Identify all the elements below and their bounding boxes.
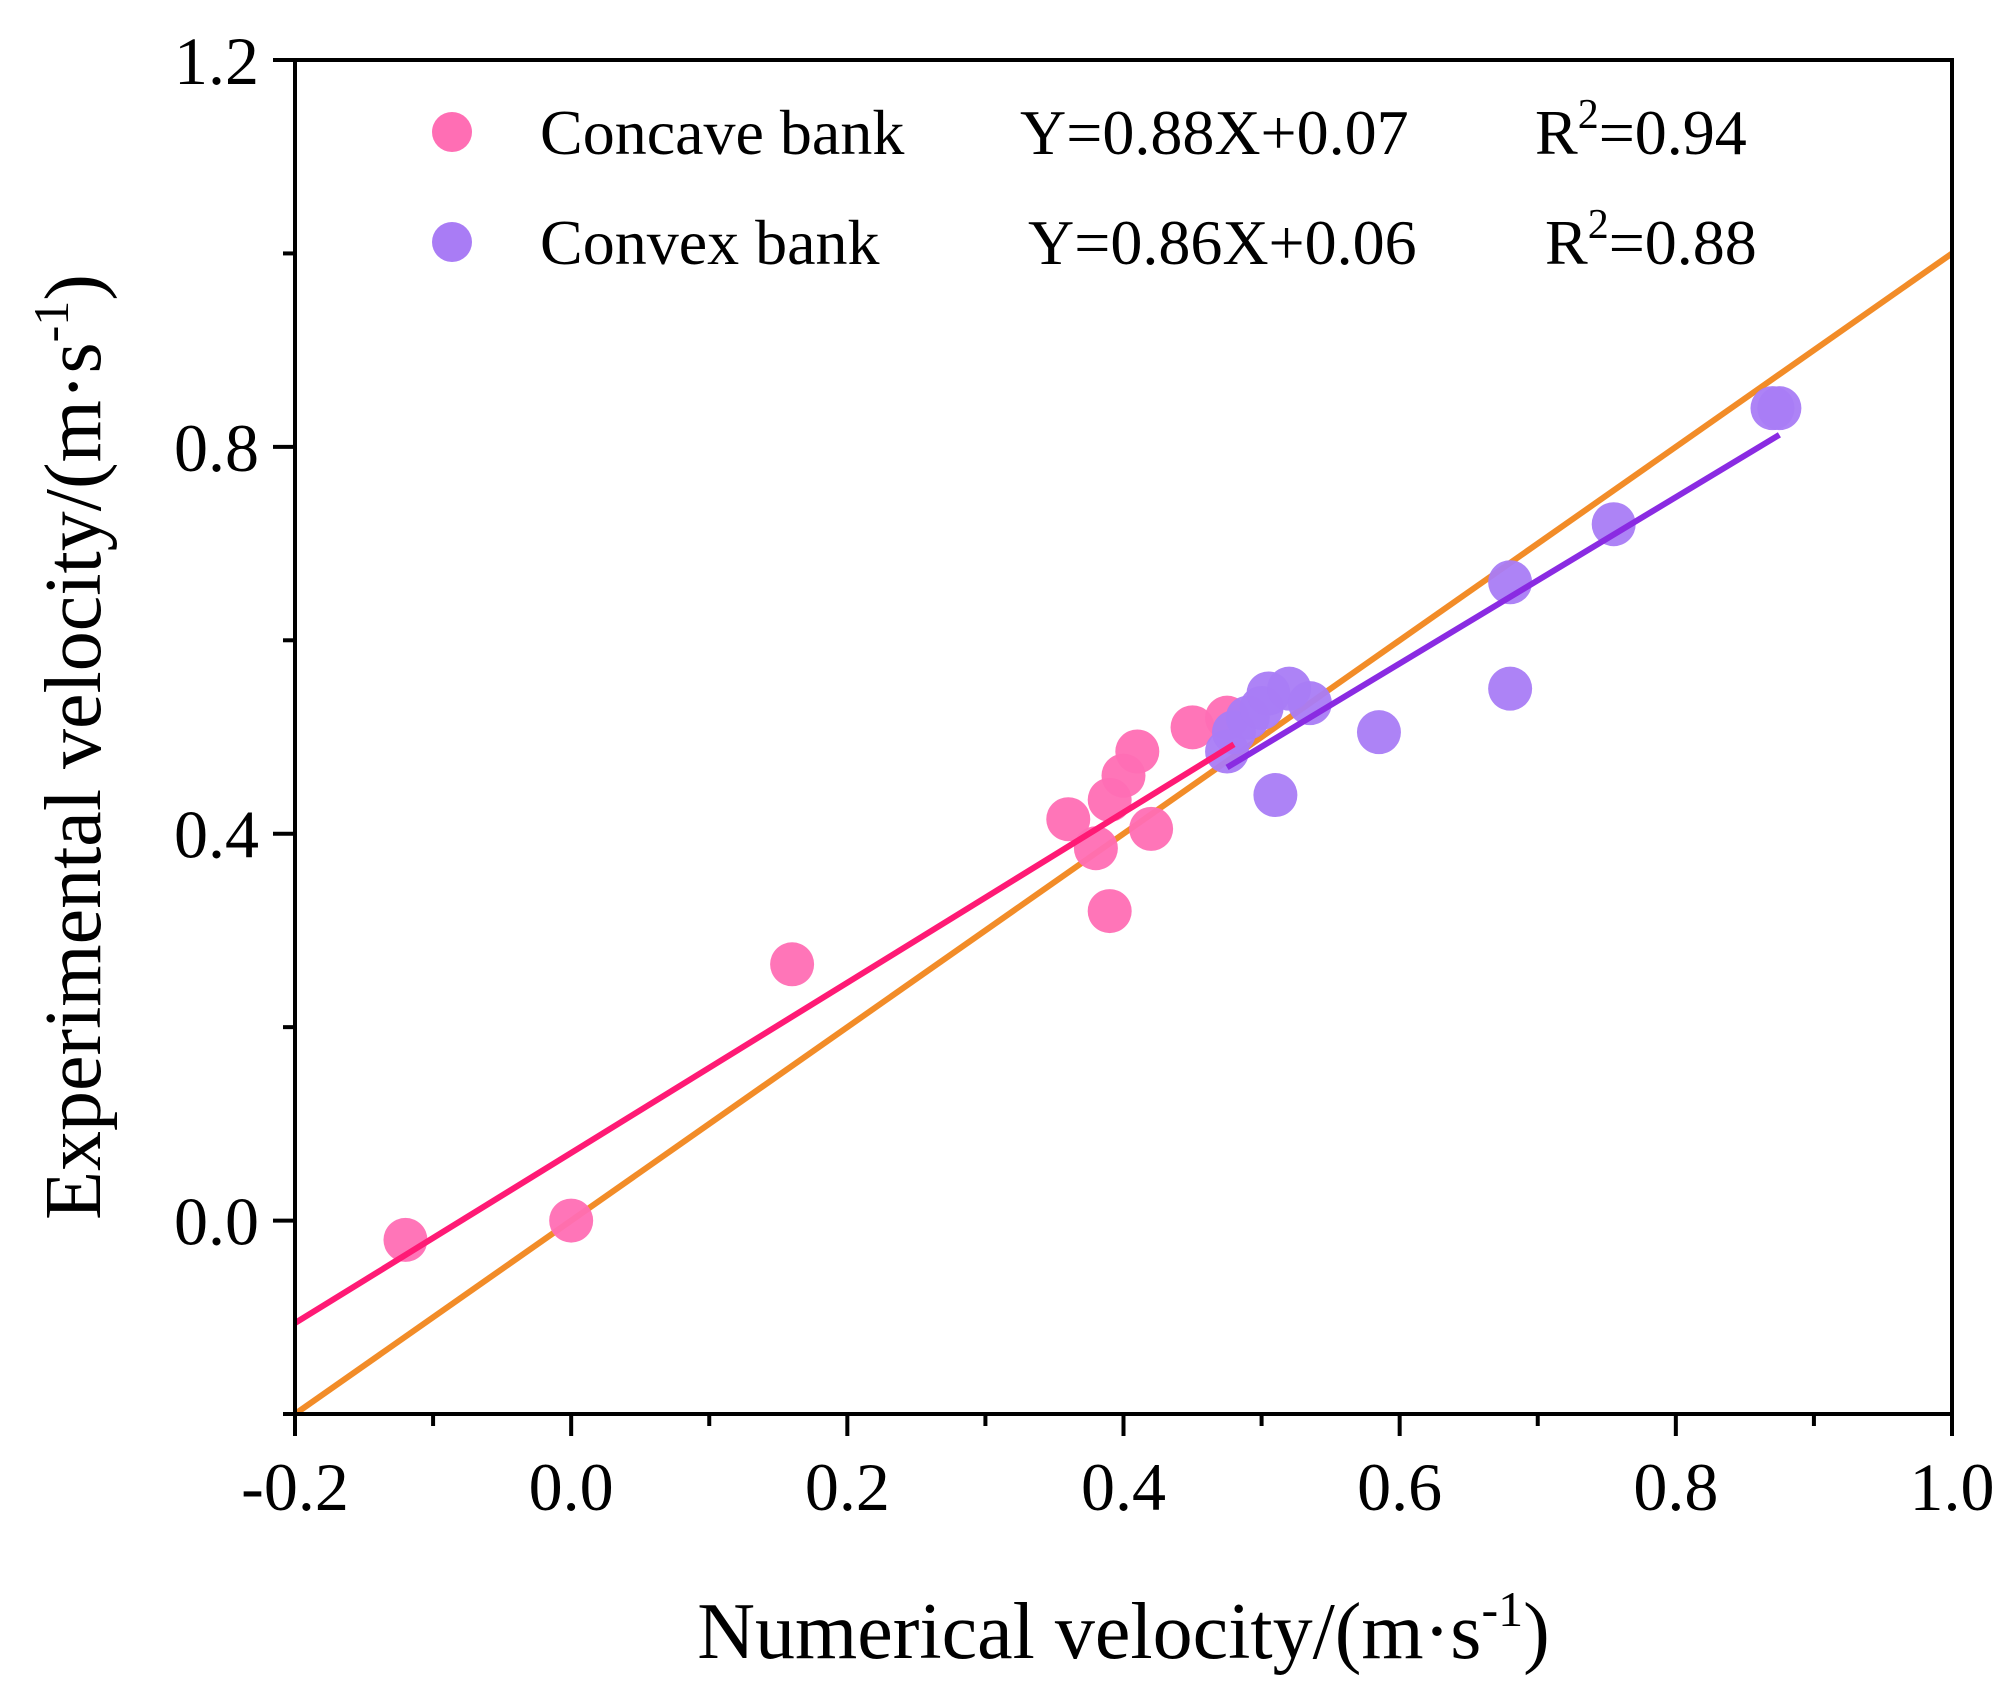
axis-ticks: -0.2 0.0 0.2 0.4 0.6 0.8 1.0 0.0 0.4 0.8 1.2 (174, 23, 1995, 1525)
x-tick-label: 0.4 (1081, 1449, 1166, 1525)
convex-point (1488, 666, 1533, 711)
y-axis-title: Experimental velocity/(m·s-1) (23, 274, 118, 1220)
legend-entry-concave: Concave bank Y=0.88X+0.07 R2=0.94 (540, 92, 1747, 168)
concave-point (1115, 729, 1160, 774)
x-tick-label: 0.0 (529, 1449, 614, 1525)
plot-marks (293, 250, 1954, 1417)
x-tick-label: 0.2 (805, 1449, 890, 1525)
x-tick-label: 0.8 (1633, 1449, 1718, 1525)
legend-entry-convex: Convex bank Y=0.86X+0.06 R2=0.88 (540, 202, 1757, 278)
y-tick-label: 0.8 (174, 410, 259, 486)
x-tick-label: 1.0 (1910, 1449, 1995, 1525)
reference-line (293, 250, 1954, 1417)
concave-point (770, 942, 815, 987)
y-tick-label: 1.2 (174, 23, 259, 99)
concave-point (1087, 889, 1132, 934)
legend-marker-concave (432, 112, 472, 152)
concave-point (549, 1198, 594, 1243)
legend: Concave bank Y=0.88X+0.07 R2=0.94 Convex… (432, 92, 1757, 278)
concave-point (1129, 806, 1174, 851)
y-tick-label: 0.4 (174, 797, 259, 873)
convex-point (1356, 710, 1401, 755)
x-axis-title: Numerical velocity/(m·s-1) (697, 1581, 1549, 1676)
convex-fit-line (1225, 432, 1781, 771)
convex-point (1253, 773, 1298, 818)
x-tick-label: 0.6 (1357, 1449, 1442, 1525)
y-tick-label: 0.0 (174, 1184, 259, 1260)
convex-point (1757, 386, 1802, 431)
convex-point (1591, 502, 1636, 547)
legend-marker-convex (432, 222, 472, 262)
concave-point (1046, 797, 1091, 842)
concave-fit-line (293, 741, 1236, 1326)
concave-point (1170, 705, 1215, 750)
x-tick-label: -0.2 (241, 1449, 349, 1525)
